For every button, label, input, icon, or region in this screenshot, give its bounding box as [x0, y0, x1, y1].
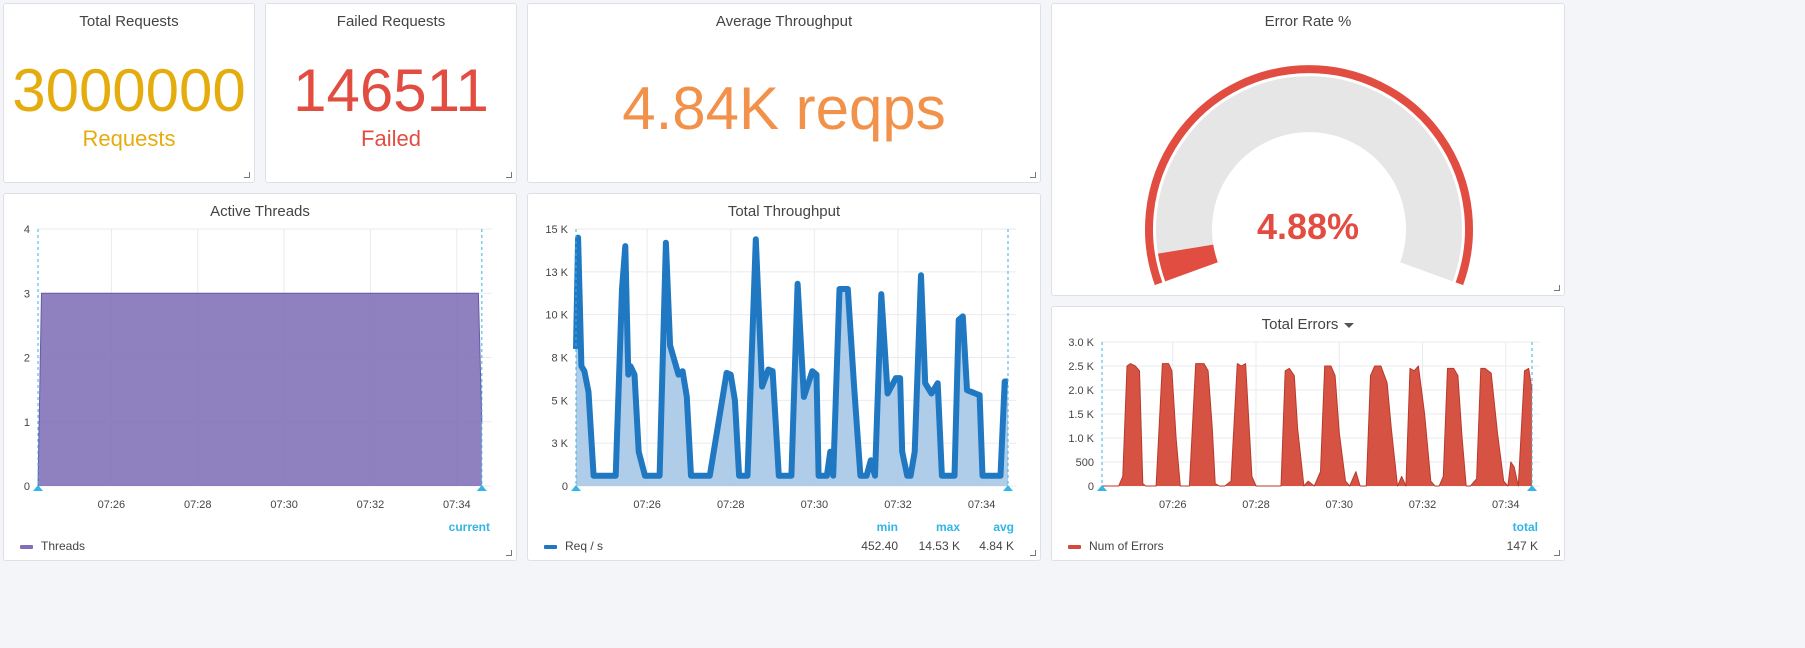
legend-value-min: 452.40 [861, 539, 898, 553]
y-tick-label: 0 [24, 481, 30, 493]
panel-title[interactable]: Average Throughput [715, 13, 853, 30]
total-throughput-chart[interactable]: 0 3 K 5 K 8 K 10 K 13 K 15 K 07:26 07:28 07:30 07:… [528, 194, 1042, 514]
caret-down-icon[interactable] [1344, 322, 1355, 328]
y-tick-label: 3 [24, 288, 30, 300]
legend-label: Req / s [565, 539, 604, 553]
legend-swatch [544, 544, 557, 549]
y-tick-label: 13 K [545, 267, 568, 279]
series-area [1102, 363, 1532, 486]
legend-header-min[interactable]: min [876, 520, 898, 534]
y-tick-label: 0 [562, 481, 568, 493]
y-tick-label: 3.0 K [1068, 337, 1094, 349]
x-tick-label: 07:32 [357, 499, 385, 511]
active-threads-chart[interactable]: 0 1 2 3 4 07:26 07:28 07:30 07:32 07:34 [4, 194, 518, 514]
resize-handle-icon[interactable] [1030, 172, 1036, 178]
legend-label: Threads [41, 539, 86, 553]
x-tick-label: 07:32 [884, 499, 912, 511]
x-tick-label: 07:26 [633, 499, 661, 511]
y-tick-label: 1 [24, 417, 30, 429]
x-tick-label: 07:28 [1242, 499, 1270, 511]
x-tick-label: 07:30 [801, 499, 829, 511]
legend-item-req-per-sec[interactable]: Req / s [544, 539, 603, 553]
panel-title[interactable]: Failed Requests [336, 13, 446, 30]
panel-title-text[interactable]: Total Errors [1261, 316, 1339, 333]
total-requests-value: 3000000 [12, 57, 246, 124]
range-marker-triangle-icon [476, 485, 487, 491]
series-line [37, 292, 483, 487]
x-tick-label: 07:34 [1492, 499, 1520, 511]
range-marker-triangle-icon [1003, 485, 1013, 491]
x-tick-label: 07:32 [1409, 499, 1437, 511]
panel-failed-requests[interactable]: Failed Requests 146511 Failed [265, 3, 517, 183]
x-tick-label: 07:30 [1326, 499, 1354, 511]
y-tick-label: 500 [1076, 457, 1094, 469]
range-marker-triangle-icon [571, 485, 581, 491]
gauge-value-arc [1157, 244, 1219, 282]
legend-header-total[interactable]: total [1512, 520, 1538, 534]
legend-item-num-errors[interactable]: Num of Errors [1068, 539, 1164, 553]
legend-header-max[interactable]: max [935, 520, 960, 534]
x-tick-label: 07:28 [717, 499, 745, 511]
resize-handle-icon[interactable] [1030, 550, 1036, 556]
range-marker-triangle-icon [1097, 485, 1107, 491]
y-tick-label: 5 K [551, 395, 568, 407]
resize-handle-icon[interactable] [1554, 285, 1560, 291]
y-tick-label: 1.5 K [1068, 409, 1094, 421]
failed-requests-unit: Failed [361, 126, 421, 151]
panel-title[interactable]: Total Throughput [727, 203, 841, 220]
legend-header-avg[interactable]: avg [993, 520, 1014, 534]
y-tick-label: 2.0 K [1068, 385, 1094, 397]
legend-value-max: 14.53 K [918, 539, 960, 553]
y-tick-label: 8 K [551, 353, 568, 365]
resize-handle-icon[interactable] [1554, 550, 1560, 556]
x-tick-label: 07:30 [270, 499, 298, 511]
y-tick-label: 1.0 K [1068, 433, 1094, 445]
legend-item-threads[interactable]: Threads [20, 539, 85, 553]
total-requests-unit: Requests [82, 126, 176, 151]
total-errors-chart[interactable]: 0 500 1.0 K 1.5 K 2.0 K 2.5 K 3.0 K 07:26 07:28 0… [1052, 307, 1566, 517]
legend-swatch [1068, 544, 1081, 549]
y-tick-label: 0 [1088, 481, 1094, 493]
y-tick-label: 10 K [545, 310, 568, 322]
series-line [573, 234, 1008, 479]
range-marker-triangle-icon [33, 485, 43, 491]
x-tick-label: 07:26 [98, 499, 126, 511]
panel-title[interactable]: Total Requests [79, 13, 179, 30]
panel-average-throughput[interactable]: Average Throughput 4.84K reqps [527, 3, 1041, 183]
resize-handle-icon[interactable] [244, 172, 250, 178]
panel-total-requests[interactable]: Total Requests 3000000 Requests [3, 3, 255, 183]
panel-title[interactable]: Error Rate % [1264, 13, 1352, 30]
panel-title[interactable]: Active Threads [210, 203, 310, 220]
x-tick-label: 07:26 [1159, 499, 1187, 511]
y-tick-label: 2.5 K [1068, 361, 1094, 373]
panel-error-rate[interactable]: Error Rate % 4.88% [1051, 3, 1565, 296]
x-tick-label: 07:34 [968, 499, 996, 511]
legend-value-total: 147 K [1506, 539, 1538, 553]
x-tick-label: 07:34 [443, 499, 471, 511]
legend-label: Num of Errors [1089, 539, 1164, 553]
panel-active-threads[interactable]: Active Threads 0 1 2 3 4 07:26 07:28 07:30 07:32… [3, 193, 517, 561]
legend-header-current[interactable]: current [448, 520, 490, 534]
x-tick-label: 07:28 [184, 499, 212, 511]
range-marker-triangle-icon [1527, 485, 1537, 491]
failed-requests-value: 146511 [293, 57, 489, 124]
resize-handle-icon[interactable] [506, 172, 512, 178]
average-throughput-value: 4.84K reqps [622, 75, 946, 142]
gauge-threshold-arc [1145, 65, 1473, 286]
y-tick-label: 3 K [551, 438, 568, 450]
series-area [38, 293, 482, 486]
resize-handle-icon[interactable] [506, 550, 512, 556]
panel-total-errors[interactable]: Total Errors 0 500 1.0 K 1.5 K 2.0 K 2.5 K 3.0… [1051, 306, 1565, 561]
gauge-background-arc [1156, 76, 1462, 282]
error-rate-gauge [1145, 65, 1473, 286]
panel-title[interactable]: Total Errors [1052, 316, 1564, 333]
y-tick-label: 15 K [545, 224, 568, 236]
y-tick-label: 4 [24, 224, 30, 236]
error-rate-value: 4.88% [1256, 206, 1360, 247]
series-line [1102, 363, 1533, 487]
legend-value-avg: 4.84 K [979, 539, 1014, 553]
y-tick-label: 2 [24, 353, 30, 365]
legend-swatch [20, 544, 33, 549]
